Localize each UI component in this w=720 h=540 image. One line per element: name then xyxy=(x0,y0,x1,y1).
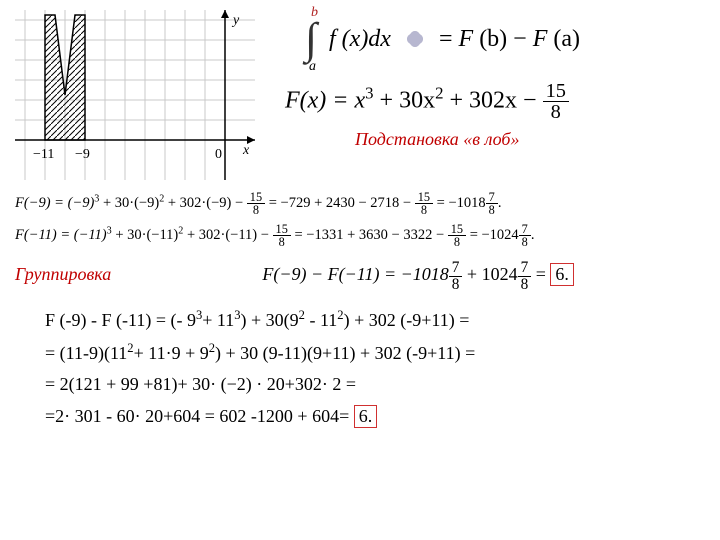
grouping-line-1: F (-9) - F (-11) = (- 93+ 113) + 30(92 -… xyxy=(45,308,705,331)
g2b: + 11·9 + 9 xyxy=(134,343,209,363)
frac-15: 15 xyxy=(543,81,569,102)
c2m1: 7 xyxy=(519,223,531,236)
c1f3: 15 xyxy=(415,191,433,204)
c1b: + 30·(−9) xyxy=(99,195,159,211)
c1m1: 7 xyxy=(486,191,498,204)
c2d: = −1331 + 3630 − 3322 − xyxy=(291,227,448,243)
g2a: = (11-9)(11 xyxy=(45,343,127,363)
r1a: F(−9) − F(−11) = −1018 xyxy=(262,264,448,284)
c1e: = −1018 xyxy=(433,195,486,211)
F-of-a-F: F xyxy=(533,26,548,53)
c1f1: 15 xyxy=(247,191,265,204)
direct-result: F(−9) − F(−11) = −101878 + 102478 = 6. xyxy=(131,260,705,292)
c1end: . xyxy=(498,195,502,211)
g1c: ) + 30(9 xyxy=(241,310,299,330)
grouping-line-3: = 2(121 + 99 +81)+ 30· (−2) · 20+302· 2 … xyxy=(45,374,705,395)
integral-sign: ∫ xyxy=(305,17,317,61)
svg-text:x: x xyxy=(242,143,250,158)
grouping-line-2: = (11-9)(112+ 11·9 + 92) + 30 (9-11)(9+1… xyxy=(45,341,705,364)
c2f4: 8 xyxy=(448,236,466,248)
svg-text:−11: −11 xyxy=(33,147,54,162)
frac-8: 8 xyxy=(543,102,569,122)
c2f2: 8 xyxy=(273,236,291,248)
g4a: =2· 301 - 60· 20+604 = 602 -1200 + 604= xyxy=(45,406,354,426)
antideriv-part2: + 30x xyxy=(374,87,436,113)
antideriv-part3: + 302x − xyxy=(443,87,542,113)
grouping-line-4: =2· 301 - 60· 20+604 = 602 -1200 + 604= … xyxy=(45,405,705,428)
grouping-answer-box: 6. xyxy=(354,405,378,428)
r1m2: 8 xyxy=(449,277,463,292)
integrand-f: f xyxy=(329,26,336,53)
minus-sign: − xyxy=(513,26,527,53)
c2f3: 15 xyxy=(448,223,466,236)
c2m2: 8 xyxy=(519,236,531,248)
integral-graph: −11 −9 0 x y xyxy=(15,10,255,185)
svg-text:0: 0 xyxy=(215,147,222,162)
svg-text:−9: −9 xyxy=(75,147,90,162)
antideriv-part1: F(x) = x xyxy=(285,87,365,113)
F-of-b-F: F xyxy=(459,26,474,53)
c1f2: 8 xyxy=(247,204,265,216)
c1a: F(−9) = (−9) xyxy=(15,195,94,211)
r1m3: 7 xyxy=(518,260,532,276)
F-of-a-arg: (a) xyxy=(553,26,580,53)
c1f4: 8 xyxy=(415,204,433,216)
calc-f-minus-9: F(−9) = (−9)3 + 30·(−9)2 + 302·(−9) − 15… xyxy=(15,191,705,217)
g1e: ) + 302 (-9+11) = xyxy=(344,310,470,330)
c2b: + 30·(−11) xyxy=(112,227,179,243)
c2c: + 302·(−11) − xyxy=(183,227,272,243)
g1d: - 11 xyxy=(305,310,337,330)
antiderivative-formula: F(x) = x3 + 30x2 + 302x − 158 xyxy=(285,81,705,123)
integral-lower-bound: a xyxy=(309,59,316,75)
svg-text:y: y xyxy=(231,13,240,28)
c2f1: 15 xyxy=(273,223,291,236)
c2e: = −1024 xyxy=(466,227,519,243)
c2a: F(−11) = (−11) xyxy=(15,227,107,243)
r1eq: = xyxy=(531,264,550,284)
c2end: . xyxy=(531,227,535,243)
grouping-label: Группировка xyxy=(15,264,111,285)
r1m1: 7 xyxy=(449,260,463,276)
integrand-xdx: (x)dx xyxy=(342,26,391,53)
direct-answer-box: 6. xyxy=(550,263,574,286)
g2c: ) + 30 (9-11)(9+11) + 302 (-9+11) = xyxy=(215,343,475,363)
g1a: F (-9) - F (-11) = (- 9 xyxy=(45,310,196,330)
g1b: + 11 xyxy=(202,310,234,330)
decorative-flower-icon xyxy=(401,25,429,53)
c1c: + 302·(−9) − xyxy=(164,195,247,211)
r1b: + 1024 xyxy=(462,264,517,284)
F-of-b-arg: (b) xyxy=(479,26,507,53)
c1d: = −729 + 2430 − 2718 − xyxy=(265,195,415,211)
c1m2: 8 xyxy=(486,204,498,216)
exp-3: 3 xyxy=(365,83,373,102)
integral-formula: b ∫ a f (x)dx = F (b) − F (a) xyxy=(305,15,705,63)
equals-1: = xyxy=(439,26,453,53)
r1m4: 8 xyxy=(518,277,532,292)
calc-f-minus-11: F(−11) = (−11)3 + 30·(−11)2 + 302·(−11) … xyxy=(15,223,705,249)
direct-substitution-label: Подстановка «в лоб» xyxy=(355,129,705,150)
